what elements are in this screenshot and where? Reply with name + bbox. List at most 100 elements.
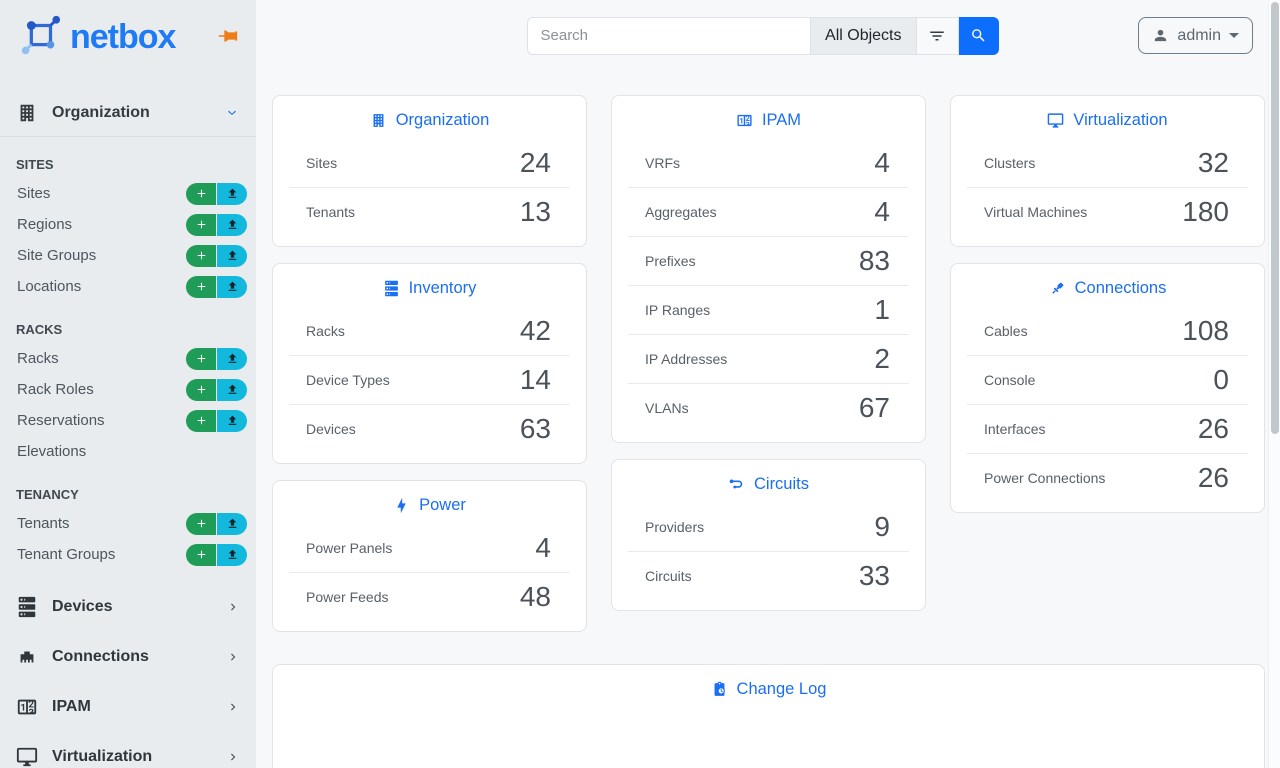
sidebar-item-tenants[interactable]: Tenants <box>0 508 256 539</box>
stat-value[interactable]: 2 <box>874 343 890 374</box>
user-menu-button[interactable]: admin <box>1138 17 1253 54</box>
stat-value[interactable]: 0 <box>1213 364 1229 395</box>
stat-label[interactable]: VRFs <box>645 154 680 171</box>
sidebar-item-elevations[interactable]: Elevations <box>0 436 256 467</box>
stat-label[interactable]: IP Addresses <box>645 351 728 367</box>
import-button[interactable] <box>217 213 247 236</box>
virtualization-card-title[interactable]: Virtualization <box>951 96 1264 138</box>
stat-value[interactable]: 13 <box>519 196 551 227</box>
stat-label[interactable]: Aggregates <box>645 204 717 220</box>
stat-label[interactable]: VLANs <box>645 400 689 416</box>
stat-label[interactable]: Racks <box>306 322 345 339</box>
add-button[interactable] <box>186 213 216 236</box>
filter-button[interactable] <box>916 16 959 55</box>
stat-value[interactable]: 83 <box>858 245 890 276</box>
add-button[interactable] <box>186 275 216 298</box>
stat-label[interactable]: Console <box>984 372 1036 388</box>
import-button[interactable] <box>217 244 247 267</box>
add-button[interactable] <box>186 244 216 267</box>
sidebar-item-site-groups[interactable]: Site Groups <box>0 240 256 271</box>
sidebar-item-label[interactable]: Locations <box>17 278 82 295</box>
stat-label[interactable]: Clusters <box>984 154 1036 171</box>
inventory-card-title[interactable]: Inventory <box>273 264 586 306</box>
stat-value[interactable]: 33 <box>858 560 890 591</box>
sidebar-item-organization[interactable]: Organization <box>0 90 256 137</box>
sidebar-item-label[interactable]: Rack Roles <box>17 381 94 398</box>
stat-label[interactable]: Devices <box>306 421 356 437</box>
sidebar-item-label[interactable]: Regions <box>17 216 73 233</box>
import-button[interactable] <box>217 275 247 298</box>
stat-value[interactable]: 48 <box>519 581 551 612</box>
add-button[interactable] <box>186 409 216 432</box>
stat-label[interactable]: Power Feeds <box>306 589 389 605</box>
stat-value[interactable]: 42 <box>519 314 551 346</box>
import-button[interactable] <box>217 378 247 401</box>
sidebar-item-locations[interactable]: Locations <box>0 271 256 302</box>
search-scope-select[interactable]: All Objects <box>810 16 917 55</box>
stat-label[interactable]: IP Ranges <box>645 302 711 318</box>
stat-label[interactable]: Sites <box>306 154 338 171</box>
stat-value[interactable]: 26 <box>1197 462 1229 493</box>
stat-value[interactable]: 4 <box>535 531 551 563</box>
import-button[interactable] <box>217 182 247 205</box>
stat-label[interactable]: Device Types <box>306 372 390 388</box>
scrollbar-thumb[interactable] <box>1271 2 1279 434</box>
search-button[interactable] <box>958 16 999 55</box>
stat-value[interactable]: 1 <box>874 294 890 325</box>
sidebar-item-sites[interactable]: Sites <box>0 178 256 209</box>
sidebar-item-label[interactable]: Tenants <box>17 515 70 532</box>
power-card-title[interactable]: Power <box>273 481 586 523</box>
import-button[interactable] <box>217 347 247 370</box>
sidebar-item-connections[interactable]: Connections <box>0 632 256 682</box>
sidebar-item-devices[interactable]: Devices <box>0 582 256 632</box>
add-button[interactable] <box>186 378 216 401</box>
stat-value[interactable]: 108 <box>1182 314 1229 346</box>
stat-value[interactable]: 4 <box>874 146 890 178</box>
stat-value[interactable]: 26 <box>1197 413 1229 444</box>
sidebar-item-reservations[interactable]: Reservations <box>0 405 256 436</box>
stat-value[interactable]: 14 <box>519 364 551 395</box>
sidebar-item-racks[interactable]: Racks <box>0 343 256 374</box>
sidebar-pin-icon[interactable] <box>216 25 240 49</box>
stat-value[interactable]: 9 <box>874 510 890 542</box>
sidebar-item-label[interactable]: Reservations <box>17 412 105 429</box>
stat-value[interactable]: 180 <box>1182 196 1229 227</box>
stat-label[interactable]: Power Connections <box>984 470 1106 486</box>
stat-label[interactable]: Prefixes <box>645 253 696 269</box>
sidebar-item-ipam[interactable]: IPAM <box>0 682 256 732</box>
sidebar-item-tenant-groups[interactable]: Tenant Groups <box>0 539 256 570</box>
sidebar-item-virtualization[interactable]: Virtualization <box>0 732 256 768</box>
sidebar-item-label[interactable]: Racks <box>17 350 59 367</box>
changelog-card-title[interactable]: Change Log <box>273 665 1264 707</box>
import-button[interactable] <box>217 543 247 566</box>
ipam-card-title[interactable]: IPAM <box>612 96 925 138</box>
stat-label[interactable]: Virtual Machines <box>984 204 1088 220</box>
stat-value[interactable]: 4 <box>874 196 890 227</box>
import-button[interactable] <box>217 409 247 432</box>
sidebar-item-label[interactable]: Site Groups <box>17 247 97 264</box>
stat-label[interactable]: Cables <box>984 322 1028 339</box>
sidebar-item-regions[interactable]: Regions <box>0 209 256 240</box>
circuits-card-title[interactable]: Circuits <box>612 460 925 502</box>
add-button[interactable] <box>186 347 216 370</box>
stat-value[interactable]: 67 <box>858 392 890 423</box>
sidebar-item-label[interactable]: Elevations <box>17 443 87 460</box>
connections-card-title[interactable]: Connections <box>951 264 1264 306</box>
import-button[interactable] <box>217 512 247 535</box>
stat-value[interactable]: 63 <box>519 413 551 444</box>
sidebar-item-rack-roles[interactable]: Rack Roles <box>0 374 256 405</box>
stat-label[interactable]: Providers <box>645 518 705 535</box>
stat-label[interactable]: Tenants <box>306 204 356 220</box>
add-button[interactable] <box>186 543 216 566</box>
sidebar-item-label[interactable]: Sites <box>17 185 51 202</box>
stat-value[interactable]: 32 <box>1197 146 1229 178</box>
stat-label[interactable]: Circuits <box>645 568 692 584</box>
organization-card-title[interactable]: Organization <box>273 96 586 138</box>
stat-label[interactable]: Power Panels <box>306 539 393 556</box>
stat-label[interactable]: Interfaces <box>984 421 1046 437</box>
search-input[interactable] <box>526 16 811 55</box>
brand-name[interactable]: netbox <box>70 17 176 56</box>
stat-value[interactable]: 24 <box>519 146 551 178</box>
add-button[interactable] <box>186 512 216 535</box>
add-button[interactable] <box>186 182 216 205</box>
